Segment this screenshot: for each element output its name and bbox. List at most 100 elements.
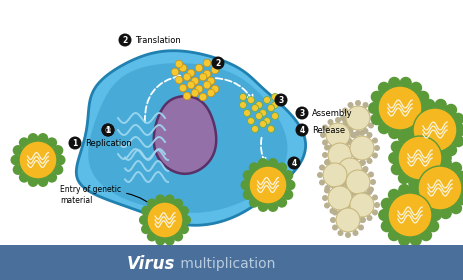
Circle shape <box>345 106 369 130</box>
Circle shape <box>339 159 345 165</box>
Text: Replication: Replication <box>85 139 131 148</box>
Circle shape <box>410 193 422 205</box>
Circle shape <box>397 234 410 246</box>
Circle shape <box>369 179 375 185</box>
Circle shape <box>46 172 57 183</box>
Circle shape <box>449 202 461 214</box>
Circle shape <box>191 77 198 85</box>
Circle shape <box>346 152 352 158</box>
Circle shape <box>332 225 337 230</box>
Circle shape <box>397 132 409 144</box>
Circle shape <box>211 57 224 69</box>
Circle shape <box>38 133 48 144</box>
Circle shape <box>366 215 372 221</box>
Circle shape <box>271 102 278 109</box>
Circle shape <box>366 158 372 164</box>
Circle shape <box>207 89 214 97</box>
Circle shape <box>407 182 419 194</box>
Circle shape <box>387 127 400 139</box>
Circle shape <box>336 210 342 216</box>
Circle shape <box>397 136 441 180</box>
Circle shape <box>362 166 368 172</box>
Circle shape <box>259 120 266 127</box>
Circle shape <box>179 84 187 92</box>
Circle shape <box>28 176 38 187</box>
Circle shape <box>367 186 373 193</box>
Polygon shape <box>76 51 305 225</box>
Circle shape <box>342 119 348 125</box>
Circle shape <box>434 149 446 161</box>
Polygon shape <box>88 63 287 213</box>
Circle shape <box>344 182 350 188</box>
Bar <box>0 245 463 280</box>
Circle shape <box>410 171 422 183</box>
Circle shape <box>352 230 358 236</box>
Circle shape <box>207 77 214 85</box>
Circle shape <box>203 59 210 67</box>
Circle shape <box>377 122 389 134</box>
Circle shape <box>337 204 343 210</box>
Circle shape <box>416 91 428 103</box>
Circle shape <box>451 135 463 147</box>
Circle shape <box>412 108 456 152</box>
Circle shape <box>344 165 350 171</box>
Circle shape <box>173 199 183 209</box>
Circle shape <box>387 229 399 241</box>
Circle shape <box>427 157 439 169</box>
Circle shape <box>271 113 278 120</box>
Circle shape <box>333 174 339 181</box>
Circle shape <box>336 137 342 143</box>
Circle shape <box>101 123 114 137</box>
Circle shape <box>358 160 364 166</box>
Circle shape <box>354 180 360 186</box>
Circle shape <box>267 125 274 132</box>
Circle shape <box>321 152 327 158</box>
Circle shape <box>199 93 206 101</box>
Circle shape <box>342 145 348 151</box>
Circle shape <box>179 206 188 216</box>
Circle shape <box>371 153 377 158</box>
Circle shape <box>409 82 421 94</box>
Circle shape <box>191 89 198 97</box>
Circle shape <box>412 144 424 156</box>
Circle shape <box>239 102 246 109</box>
Circle shape <box>341 171 347 178</box>
Circle shape <box>19 141 57 179</box>
Circle shape <box>347 166 353 172</box>
Circle shape <box>345 153 351 158</box>
Circle shape <box>347 192 353 198</box>
Circle shape <box>349 188 355 193</box>
Text: Assembly: Assembly <box>311 109 352 118</box>
Circle shape <box>399 127 411 139</box>
Circle shape <box>345 209 351 216</box>
Circle shape <box>377 209 390 221</box>
Circle shape <box>240 180 250 190</box>
Circle shape <box>357 209 363 216</box>
Circle shape <box>344 165 350 171</box>
Circle shape <box>211 85 219 93</box>
Circle shape <box>329 165 335 171</box>
Circle shape <box>416 113 428 125</box>
Circle shape <box>343 145 349 151</box>
Circle shape <box>397 184 410 196</box>
Text: Virus: Virus <box>126 255 175 273</box>
Circle shape <box>380 220 392 232</box>
Circle shape <box>179 64 187 72</box>
Circle shape <box>187 81 194 89</box>
Circle shape <box>19 137 30 148</box>
Circle shape <box>344 179 350 186</box>
Circle shape <box>366 189 372 195</box>
Circle shape <box>456 193 463 205</box>
Text: Translation: Translation <box>135 36 181 45</box>
Circle shape <box>171 68 178 76</box>
Circle shape <box>449 162 461 174</box>
Circle shape <box>438 157 451 169</box>
Circle shape <box>334 117 340 123</box>
Circle shape <box>357 225 363 230</box>
Circle shape <box>146 199 156 209</box>
Circle shape <box>387 189 399 201</box>
Circle shape <box>257 158 268 169</box>
Circle shape <box>422 149 434 161</box>
Circle shape <box>429 172 441 184</box>
Circle shape <box>243 109 250 116</box>
